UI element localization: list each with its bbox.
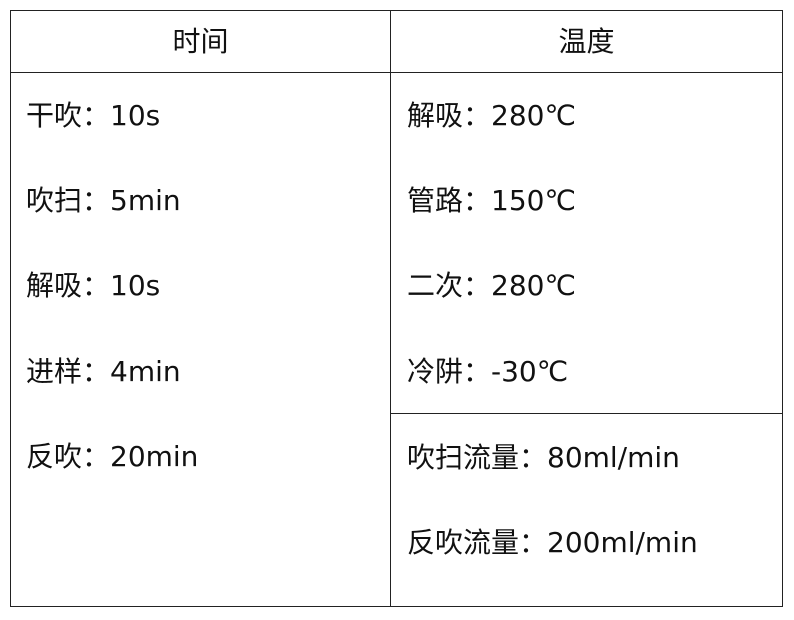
temp-item: 二次：280℃ [407,269,576,302]
time-item: 反吹：20min [26,440,199,473]
time-item: 解吸：10s [26,269,161,302]
right-cell-divider [390,413,782,414]
temp-item: 管路：150℃ [407,184,576,217]
column-divider [390,11,391,606]
time-item: 进样：4min [26,355,181,388]
temp-item: 解吸：280℃ [407,99,576,132]
time-item: 干吹：10s [26,99,161,132]
parameter-table: 时间 温度 干吹：10s 吹扫：5min 解吸：10s 进样：4min 反吹：2… [10,10,783,607]
time-item: 吹扫：5min [26,184,181,217]
flow-item: 反吹流量：200ml/min [407,526,698,559]
header-temperature: 温度 [558,25,615,58]
temp-item: 冷阱：-30℃ [407,355,569,388]
header-divider [11,72,782,73]
header-time: 时间 [172,25,229,58]
flow-item: 吹扫流量：80ml/min [407,441,680,474]
